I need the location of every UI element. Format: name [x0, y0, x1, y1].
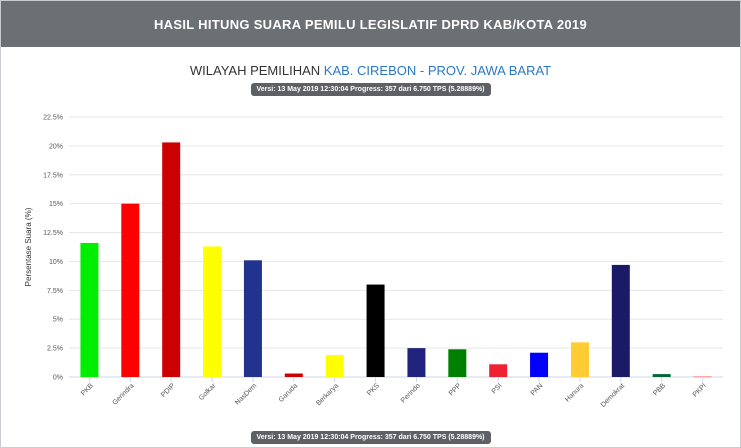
bar-ppp [448, 349, 467, 377]
x-tick-label: Golkar [198, 382, 218, 402]
x-tick-label: Garuda [278, 382, 300, 404]
x-tick-label: NasDem [234, 382, 258, 406]
panel-header: HASIL HITUNG SUARA PEMILU LEGISLATIF DPR… [1, 1, 740, 47]
x-tick-label: PPP [448, 382, 463, 397]
x-tick-label: PDIP [160, 382, 177, 399]
bar-hanura [570, 342, 589, 377]
bar-nasdem [243, 260, 262, 377]
x-tick-label: PKB [80, 382, 95, 397]
y-axis-label: Persentase Suara (%) [24, 207, 33, 286]
y-tick-label: 5% [53, 317, 63, 324]
y-tick-label: 20% [49, 143, 63, 150]
region-link[interactable]: KAB. CIREBON - PROV. JAWA BARAT [323, 63, 552, 78]
bar-psi [489, 364, 508, 377]
x-tick-label: Berkarya [315, 382, 340, 407]
y-tick-label: 17.5% [43, 172, 63, 179]
bar-pan [530, 352, 549, 377]
bar-pkb [80, 242, 99, 377]
bar-chart: 0% 2.5% 5% 7.5% 10% 12.5% 15% 17.5% 20% 22.5% Pers… [1, 101, 740, 431]
page-title: HASIL HITUNG SUARA PEMILU LEGISLATIF DPR… [153, 16, 587, 32]
version-badge-top: Versi: 13 May 2019 12:30:04 Progress: 35… [250, 83, 491, 96]
x-tick-label: PKPI [692, 382, 708, 398]
y-tick-label: 22.5% [43, 115, 63, 122]
version-badge-bottom: Versi: 13 May 2019 12:30:04 Progress: 35… [250, 431, 491, 444]
y-tick-label: 7.5% [47, 288, 63, 295]
bar-berkarya [325, 355, 344, 377]
x-tick-label: Demokrat [600, 382, 626, 408]
x-tick-label: Gerindra [112, 382, 136, 406]
bar-pdip [162, 142, 181, 377]
bar-chart-svg: 0% 2.5% 5% 7.5% 10% 12.5% 15% 17.5% 20% 22.5% Pers… [24, 115, 723, 409]
bar-golkar [203, 246, 222, 377]
x-tick-label: Hanura [564, 382, 585, 403]
y-tick-label: 12.5% [43, 230, 63, 237]
bar-pkpi [693, 376, 712, 378]
bar-pbb [652, 374, 671, 377]
bar-garuda [284, 373, 303, 377]
x-tick-label: PBB [652, 382, 667, 397]
subtitle-prefix: WILAYAH PEMILIHAN [189, 63, 321, 78]
chart-subtitle: WILAYAH PEMILIHAN KAB. CIREBON - PROV. J… [1, 63, 740, 78]
bar-demokrat [611, 264, 630, 377]
bar-pks [366, 284, 385, 377]
x-tick-label: PSI [491, 382, 504, 395]
x-tick-label: PAN [530, 382, 545, 397]
x-tick-label: PKS [366, 382, 381, 397]
bar-perindo [407, 348, 426, 377]
y-tick-label: 15% [49, 201, 63, 208]
x-tick-label: Perindo [400, 382, 422, 404]
y-tick-label: 2.5% [47, 346, 63, 353]
y-tick-label: 0% [53, 375, 63, 382]
bar-gerindra [121, 203, 140, 377]
y-tick-label: 10% [49, 259, 63, 266]
